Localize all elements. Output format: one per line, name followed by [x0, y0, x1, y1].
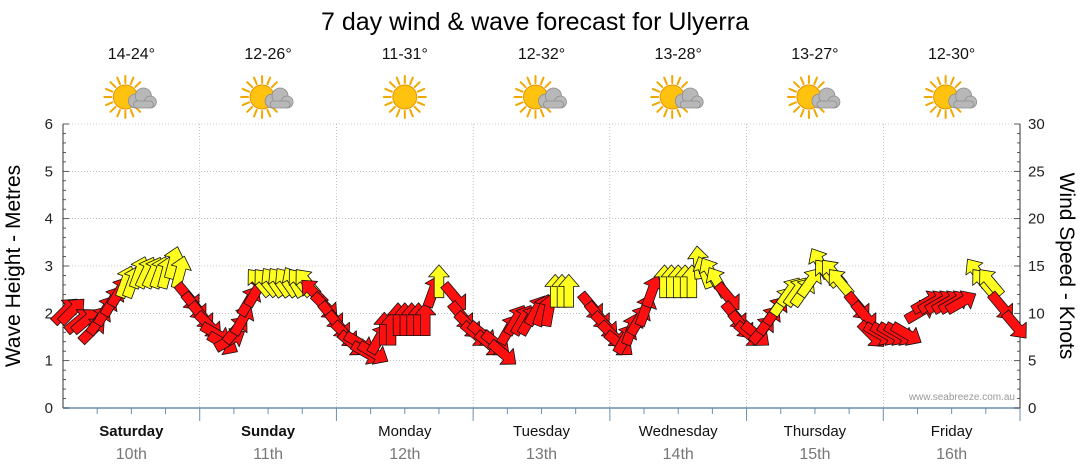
y-tick-label-right: 0 — [1028, 400, 1036, 417]
temperature-range: 14-24° — [108, 46, 155, 63]
wind-arrow — [889, 321, 922, 346]
y-axis-right-label: Wind Speed - Knots — [1055, 173, 1078, 360]
day-date: 11th — [253, 446, 283, 463]
temperature-range: 12-26° — [244, 46, 291, 63]
day-date: 15th — [799, 446, 830, 463]
day-name: Sunday — [241, 423, 296, 440]
temperature-range: 12-32° — [518, 46, 565, 63]
day-name: Saturday — [99, 423, 164, 440]
wind-arrow — [487, 338, 517, 365]
axes — [62, 123, 1021, 421]
sun-cloud-icon — [103, 75, 157, 119]
wind-arrow — [979, 269, 1006, 299]
y-axis-left-ticks: 0 1 2 3 4 5 6 — [45, 116, 53, 417]
y-tick-label-right: 30 — [1028, 116, 1045, 133]
day-friday: 12-30° Friday 16th — [923, 46, 978, 463]
day-wednesday: 13-28° Wednesday 14th — [639, 46, 718, 463]
sun-cloud-icon — [513, 75, 567, 119]
chart-title: 7 day wind & wave forecast for Ulyerra — [321, 8, 749, 36]
y-tick-label-left: 5 — [45, 163, 53, 180]
temperature-range: 13-27° — [791, 46, 838, 63]
day-tuesday: 12-32° Tuesday 13th — [513, 46, 570, 463]
sun-cloud-icon — [923, 75, 978, 119]
grid-lines — [63, 123, 1020, 408]
day-date: 12th — [389, 446, 420, 463]
sun-cloud-icon — [786, 75, 841, 119]
sun-icon — [382, 75, 427, 119]
day-name: Thursday — [784, 423, 847, 440]
temperature-range: 13-28° — [655, 46, 702, 63]
wind-arrow — [428, 264, 450, 299]
y-axis-right-ticks: 0 5 10 15 20 25 30 — [1028, 116, 1045, 417]
y-tick-label-left: 0 — [45, 400, 53, 417]
day-name: Friday — [931, 423, 973, 440]
y-tick-label-right: 25 — [1028, 163, 1045, 180]
day-monday: 11-31° Monday 12th — [378, 46, 432, 463]
wind-arrows — [50, 245, 1027, 365]
y-tick-label-left: 3 — [45, 258, 53, 275]
credit-text: www.seabreeze.com.au — [908, 392, 1015, 403]
day-name: Monday — [378, 423, 432, 440]
y-tick-label-right: 10 — [1028, 305, 1045, 322]
y-tick-label-right: 5 — [1028, 353, 1036, 370]
wind-arrow — [557, 273, 580, 308]
day-date: 10th — [116, 446, 147, 463]
temperature-range: 12-30° — [928, 46, 975, 63]
wind-arrow — [1000, 309, 1027, 339]
y-tick-label-left: 4 — [45, 211, 53, 228]
sun-cloud-icon — [650, 75, 704, 119]
day-sunday: 12-26° Sunday 11th — [240, 46, 296, 463]
y-axis-left-label: Wave Height - Metres — [2, 165, 25, 367]
day-date: 13th — [526, 446, 557, 463]
wind-arrow — [944, 290, 977, 315]
y-tick-label-left: 6 — [45, 116, 53, 133]
day-name: Wednesday — [639, 423, 718, 440]
day-date: 14th — [663, 446, 694, 463]
day-saturday: 14-24° Saturday 10th — [99, 46, 164, 463]
day-name: Tuesday — [513, 423, 570, 440]
day-thursday: 13-27° Thursday 15th — [784, 46, 847, 463]
day-date: 16th — [936, 446, 967, 463]
sun-cloud-icon — [240, 75, 294, 119]
y-tick-label-left: 2 — [45, 305, 53, 322]
y-tick-label-left: 1 — [45, 353, 53, 370]
temperature-range: 11-31° — [382, 46, 428, 63]
y-tick-label-right: 15 — [1028, 258, 1045, 275]
wind-arrow — [414, 302, 437, 336]
y-tick-label-right: 20 — [1028, 211, 1045, 228]
day-columns: 14-24° Saturday 10th 12-26° Sunday 11th 11-31°… — [99, 46, 978, 463]
